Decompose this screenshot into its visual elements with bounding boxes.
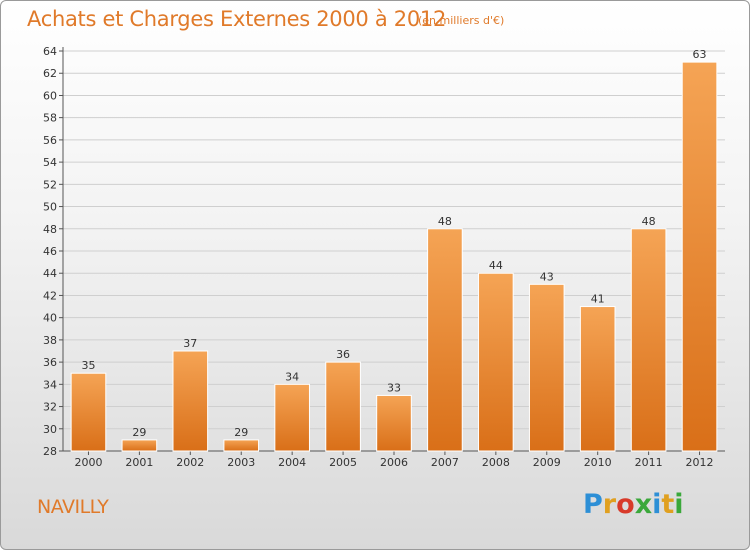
x-tick-label: 2010: [584, 456, 612, 469]
bar-2006: [376, 394, 412, 452]
bar-2011: [630, 228, 667, 452]
y-tick-label: 34: [43, 378, 57, 391]
bars: [70, 61, 718, 452]
bar-2001: [121, 439, 158, 452]
y-tick-label: 48: [43, 223, 57, 236]
data-label: 44: [489, 259, 503, 272]
x-tick-label: 2012: [686, 456, 714, 469]
y-tick-label: 54: [43, 156, 57, 169]
x-tick-label: 2000: [74, 456, 102, 469]
logo-letter: P: [583, 489, 603, 520]
y-tick-label: 60: [43, 89, 57, 102]
x-tick-label: 2007: [431, 456, 459, 469]
data-label: 35: [81, 359, 95, 372]
y-tick-label: 44: [43, 267, 57, 280]
y-tick-label: 62: [43, 67, 57, 80]
x-tick-label: 2005: [329, 456, 357, 469]
y-tick-label: 32: [43, 401, 57, 414]
x-tick-label: 2001: [125, 456, 153, 469]
x-tick-label: 2004: [278, 456, 306, 469]
bar-2008: [478, 272, 514, 452]
data-label: 48: [642, 215, 656, 228]
data-label: 29: [234, 426, 248, 439]
y-tick-label: 46: [43, 245, 57, 258]
y-tick-label: 40: [43, 312, 57, 325]
bar-2000: [70, 372, 107, 452]
data-label: 63: [693, 48, 707, 61]
bar-2003: [223, 439, 260, 452]
bar-2005: [325, 361, 361, 452]
y-tick-label: 56: [43, 134, 57, 147]
y-tick-label: 28: [43, 445, 57, 458]
data-label: 43: [540, 270, 554, 283]
bar-2009: [528, 283, 565, 452]
bar-2012: [681, 61, 718, 452]
labels: 28 30 32 34 36 38 40 42 44 46 48 50 52 54 56 58 60 62 64 35…: [43, 45, 714, 469]
commune-name: NAVILLY: [37, 496, 109, 518]
y-tick-label: 36: [43, 356, 57, 369]
x-tick-label: 2006: [380, 456, 408, 469]
logo-letter: r: [602, 489, 617, 520]
x-tick-label: 2009: [533, 456, 561, 469]
logo-letter: x: [634, 489, 653, 520]
y-tick-label: 30: [43, 423, 57, 436]
x-tick-label: 2002: [176, 456, 204, 469]
y-tick-label: 64: [43, 45, 57, 58]
proxiti-logo: Proxiti: [583, 489, 684, 520]
bar-2004: [274, 383, 310, 452]
logo-letter: i: [674, 489, 684, 520]
data-label: 29: [132, 426, 146, 439]
chart-subtitle: (en milliers d'€): [418, 14, 505, 27]
logo-letter: i: [652, 489, 662, 520]
logo-letter: t: [661, 489, 675, 520]
data-label: 37: [183, 337, 197, 350]
x-tick-label: 2011: [635, 456, 663, 469]
chart-title: Achats et Charges Externes 2000 à 2012: [27, 7, 447, 31]
logo-letter: o: [616, 489, 635, 520]
x-tick-label: 2003: [227, 456, 255, 469]
data-label: 34: [285, 370, 299, 383]
data-label: 41: [591, 293, 605, 306]
x-tick-label: 2008: [482, 456, 510, 469]
bar-2002: [172, 350, 209, 452]
bar-2010: [579, 306, 616, 452]
y-tick-label: 38: [43, 334, 57, 347]
y-tick-label: 42: [43, 289, 57, 302]
data-label: 48: [438, 215, 452, 228]
y-tick-label: 52: [43, 178, 57, 191]
bar-2007: [427, 228, 463, 452]
y-tick-label: 58: [43, 112, 57, 125]
y-tick-label: 50: [43, 201, 57, 214]
data-label: 33: [387, 381, 401, 394]
data-label: 36: [336, 348, 350, 361]
